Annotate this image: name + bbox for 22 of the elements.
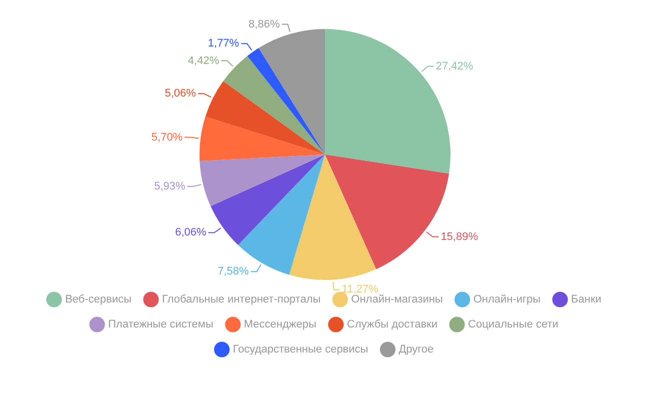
data-label: 5,93% (154, 180, 186, 192)
legend-label: Мессенджеры (244, 318, 317, 331)
data-label: 4,42% (188, 54, 220, 67)
data-label: 11,27% (342, 284, 379, 296)
data-label: 27,42% (436, 60, 474, 72)
data-label: 7,58% (218, 266, 250, 278)
legend-label: Службы доставки (346, 318, 438, 331)
legend-label: Банки (571, 294, 602, 306)
legend-label: Государственные сервисы (232, 344, 368, 356)
legend-label: Онлайн-игры (473, 294, 541, 306)
legend-label: Веб-сервисы (65, 294, 132, 306)
legend-label: Другое (398, 344, 434, 356)
legend-label: Платежные системы (108, 318, 214, 331)
legend-label: Онлайн-магазины (351, 294, 443, 306)
data-label: 1,77% (208, 38, 240, 50)
data-label: 6,06% (175, 226, 207, 239)
data-label: 8,86% (248, 18, 280, 30)
data-label: 5,06% (164, 88, 196, 100)
legend-label: Социальные сети (468, 318, 558, 331)
data-label: 15,89% (440, 230, 478, 243)
data-label: 5,70% (151, 131, 183, 144)
legend-label: Глобальные интернет-порталы (162, 294, 321, 306)
